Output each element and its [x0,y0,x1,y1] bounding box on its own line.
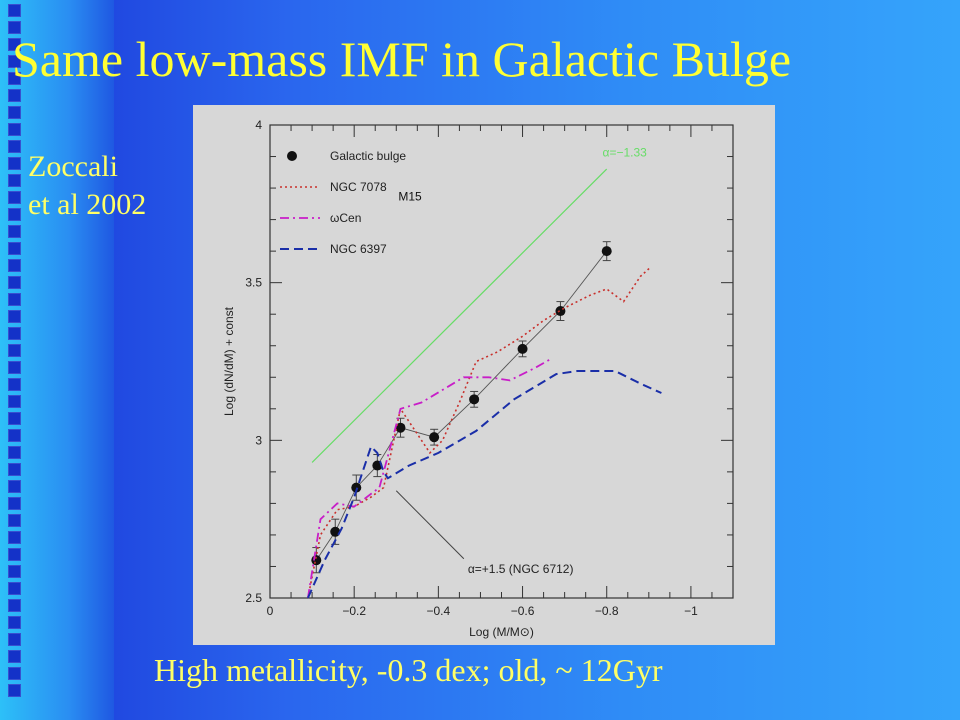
slide-title: Same low-mass IMF in Galactic Bulge [12,31,792,87]
square-bullet [8,106,21,119]
square-bullet [8,582,21,595]
square-bullet [8,4,21,17]
annotation-pointer [395,490,465,560]
imf-chart: 0 −0.2 −0.4 −0.6 −0.8 −1 2.5 3 3.5 4 Log (M/M⊙) Log… [222,118,734,639]
square-bullet [8,72,21,85]
plot-frame-layer: 0 −0.2 −0.4 −0.6 −0.8 −1 2.5 3 3.5 4 Log (M/M⊙) Log… [222,118,734,639]
annotation-text: M15 [398,190,422,204]
legend-marker-bulge [287,151,297,161]
square-bullet [8,208,21,221]
data-point-bulge [395,422,406,433]
square-bullet [8,174,21,187]
square-bullet [8,395,21,408]
x-tick-label: −1 [684,604,698,618]
legend-label-bulge: Galactic bulge [330,149,406,163]
data-point-bulge [469,394,480,405]
square-bullet [8,514,21,527]
square-bullet [8,55,21,68]
data-point-bulge [429,432,440,443]
data-point-bulge [555,306,566,317]
square-bullet [8,225,21,238]
square-bullet [8,123,21,136]
annotation-layer: α=−1.33 M15 α=+1.5 (NGC 6712) [395,146,648,576]
author-line-1: Zoccali [28,150,118,183]
square-bullet [8,327,21,340]
annotation-text: α=+1.5 (NGC 6712) [468,562,574,576]
series-layer [306,168,662,599]
annotation-text: α=−1.33 [603,146,648,160]
square-bullet-column [8,4,28,701]
x-tick-label: −0.2 [342,604,366,618]
square-bullet [8,140,21,153]
x-tick-label: −0.4 [427,604,451,618]
series-line-bulge [315,250,608,561]
square-bullet [8,497,21,510]
square-bullet [8,429,21,442]
data-point-bulge [351,482,362,493]
series-line-ngc6397 [306,370,662,599]
series-line-slope [311,168,608,463]
data-point-bulge [517,343,528,354]
author-citation: Zoccali et al 2002 [28,148,198,224]
square-bullet [8,667,21,680]
square-bullet [8,38,21,51]
square-bullet [8,191,21,204]
series-line-omega_cen [307,357,553,599]
x-axis-label: Log (M/M⊙) [469,625,534,639]
square-bullet [8,446,21,459]
square-bullet [8,412,21,425]
square-bullet [8,276,21,289]
square-bullet [8,531,21,544]
square-bullet [8,480,21,493]
square-bullet [8,21,21,34]
square-bullet [8,616,21,629]
series-line-ngc7078 [307,266,652,599]
legend-label-ngc6397: NGC 6397 [330,242,387,256]
square-bullet [8,310,21,323]
legend-layer: Galactic bulge NGC 7078 ωCen NGC 6397 [280,149,406,256]
square-bullet [8,378,21,391]
square-bullet [8,684,21,697]
y-tick-label: 2.5 [245,591,262,605]
author-line-2: et al 2002 [28,188,147,221]
square-bullet [8,650,21,663]
y-tick-label: 3.5 [245,276,262,290]
square-bullet [8,565,21,578]
square-bullet [8,548,21,561]
legend-label-ngc7078: NGC 7078 [330,180,387,194]
square-bullet [8,463,21,476]
footer-caption: High metallicity, -0.3 dex; old, ~ 12Gyr [154,652,663,688]
x-tick-label: −0.6 [511,604,535,618]
square-bullet [8,242,21,255]
square-bullet [8,344,21,357]
y-tick-label: 4 [255,118,262,132]
square-bullet [8,361,21,374]
x-tick-label: −0.8 [595,604,619,618]
data-point-bulge [330,526,341,537]
legend-label-omega_cen: ωCen [330,211,361,225]
square-bullet [8,89,21,102]
imf-plot-panel: 0 −0.2 −0.4 −0.6 −0.8 −1 2.5 3 3.5 4 Log (M/M⊙) Log… [193,105,775,645]
square-bullet [8,157,21,170]
square-bullet [8,633,21,646]
plot-frame [269,124,734,599]
data-point-bulge [311,555,322,566]
square-bullet [8,259,21,272]
y-axis-label: Log (dN/dM) + const [222,306,236,416]
square-bullet [8,599,21,612]
x-tick-label: 0 [267,604,274,618]
y-tick-label: 3 [255,433,262,447]
square-bullet [8,293,21,306]
data-point-bulge [601,246,612,257]
